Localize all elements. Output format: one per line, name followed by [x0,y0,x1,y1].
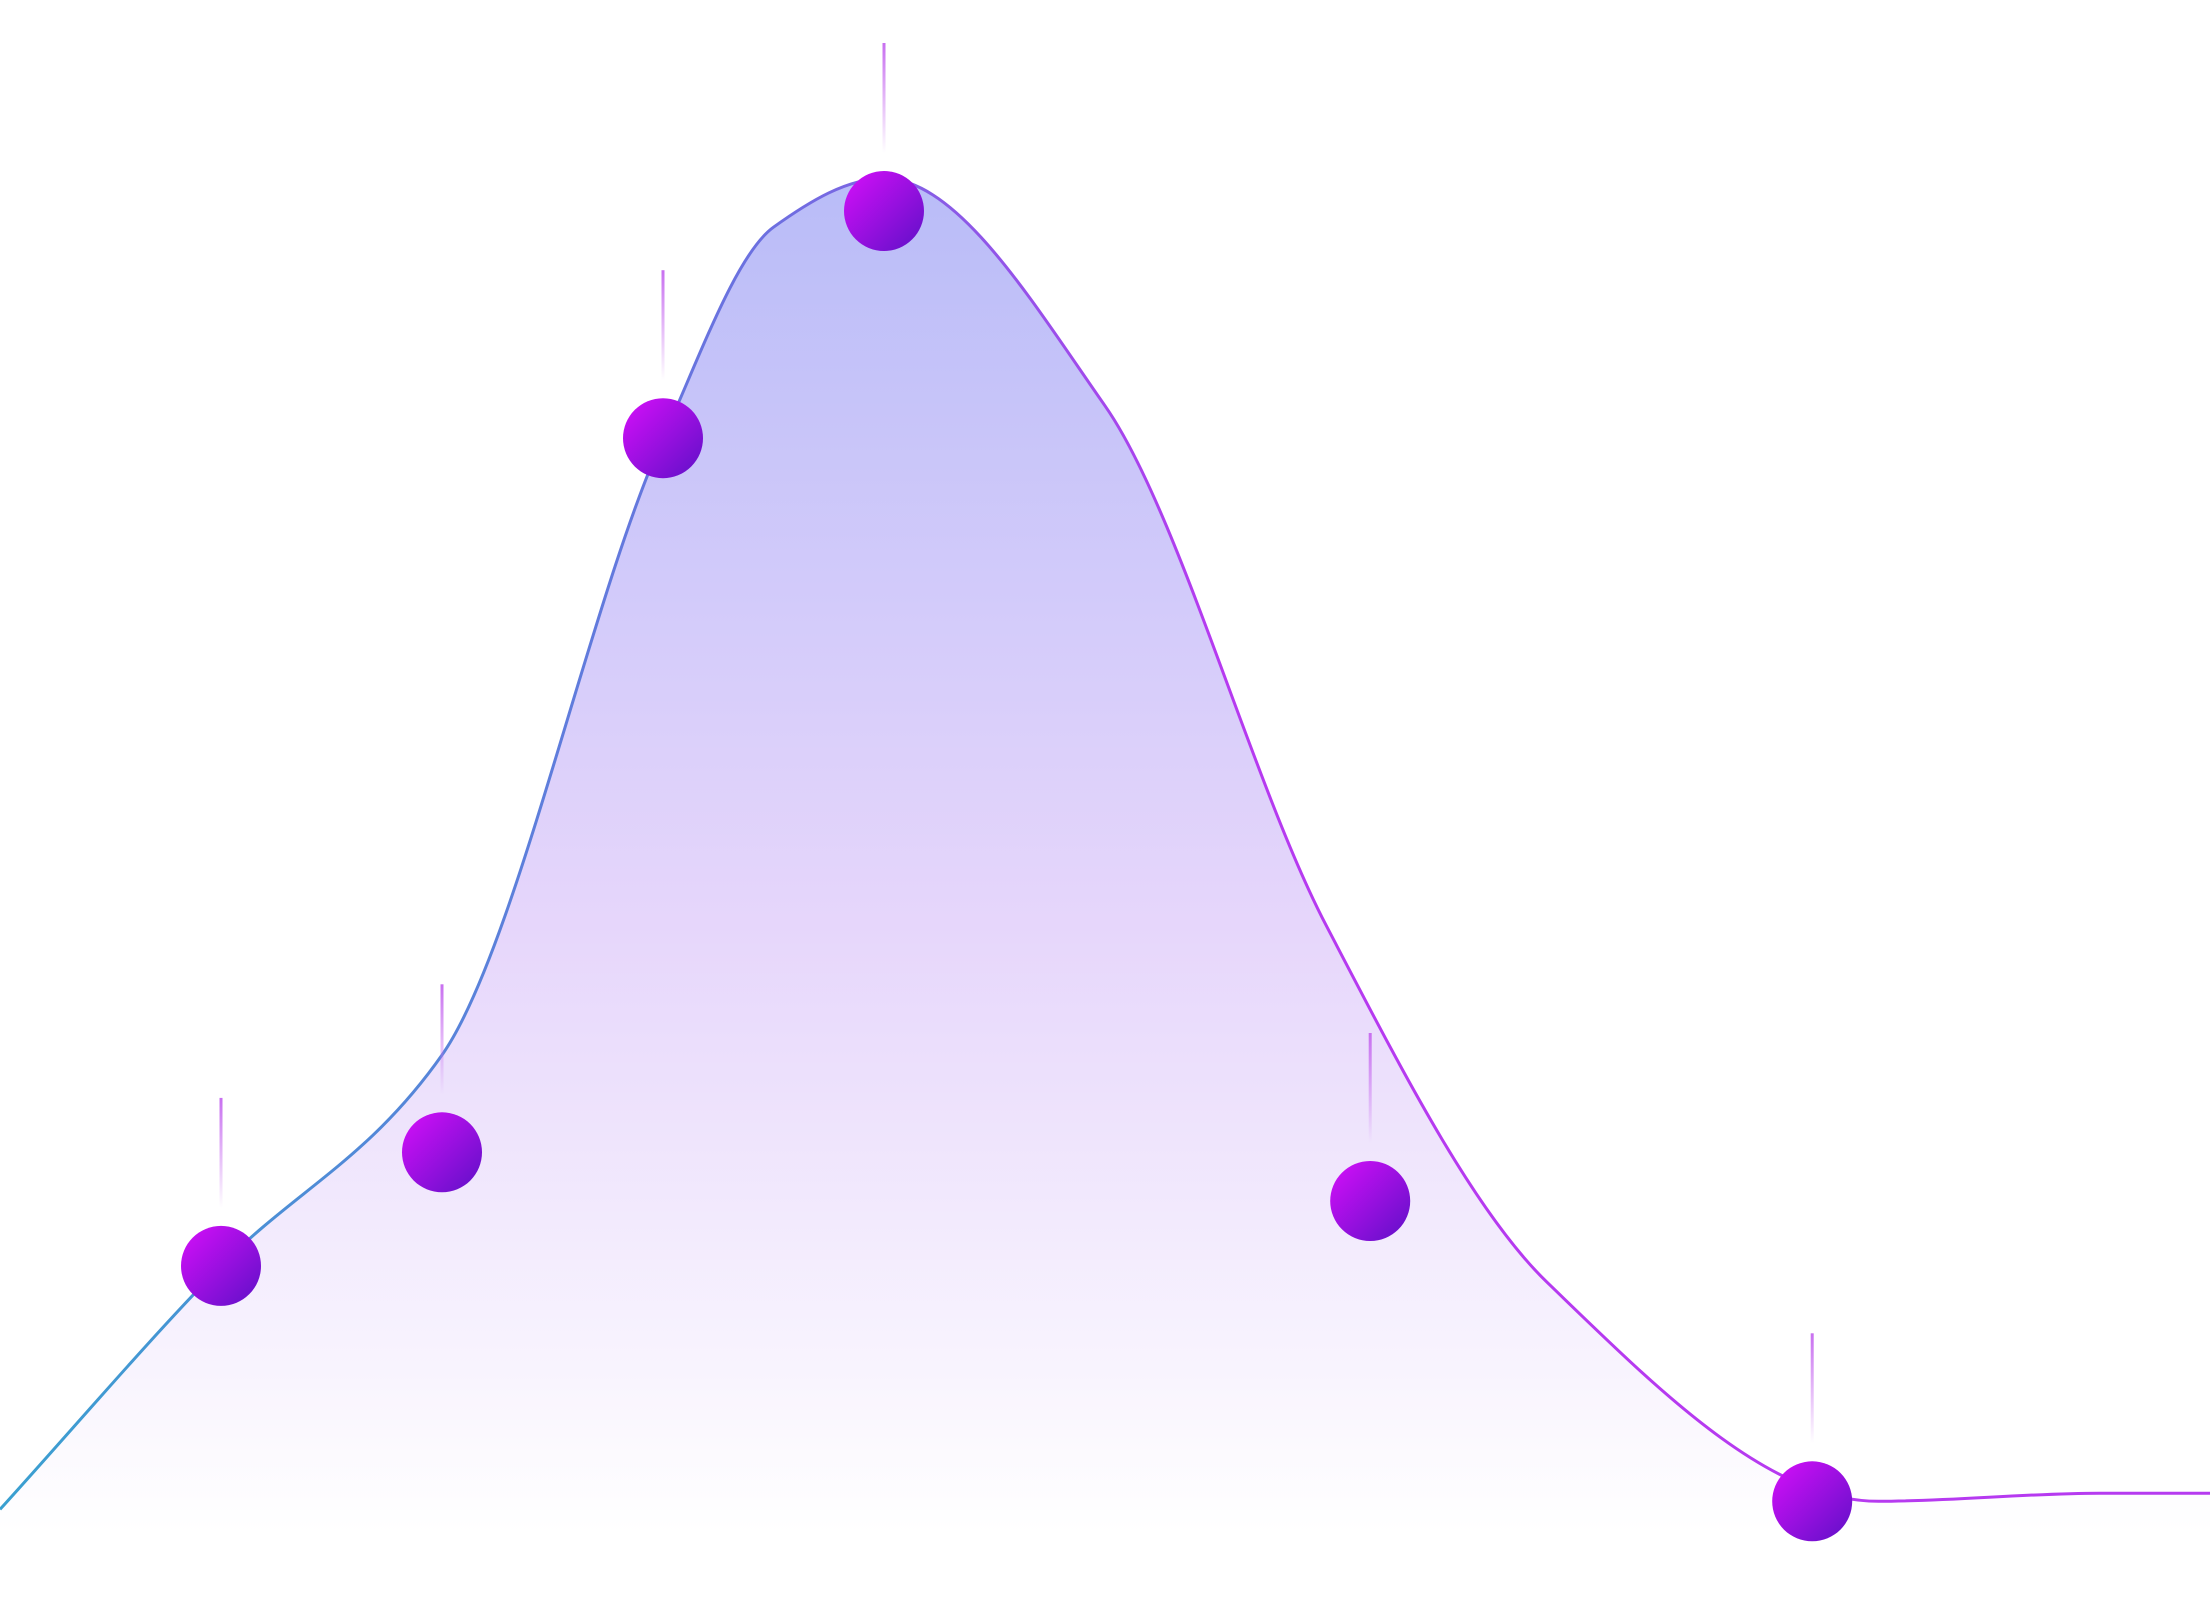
marker-stem [219,1097,223,1208]
data-point-marker[interactable] [623,398,703,479]
area-fill [0,178,2210,1533]
marker-stems [219,43,1814,1444]
data-point-marker[interactable] [1330,1161,1411,1241]
marker-stem [440,984,444,1095]
marker-stem [1368,1033,1372,1143]
marker-stem [882,43,886,153]
data-point-marker[interactable] [402,1112,482,1193]
marker-stem [1810,1333,1814,1444]
data-point-marker[interactable] [844,171,924,251]
data-point-marker[interactable] [1772,1461,1853,1542]
marker-stem [661,270,665,381]
data-point-marker[interactable] [181,1225,261,1306]
series-line [0,176,2210,1511]
data-points [181,171,1853,1542]
